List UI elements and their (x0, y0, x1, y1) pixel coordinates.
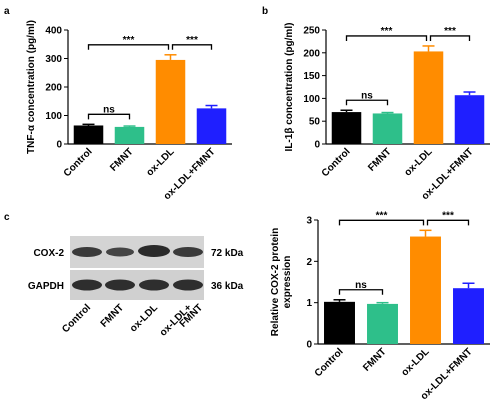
blot-row-label: GAPDH (28, 281, 64, 292)
significance-label: ns (355, 280, 367, 291)
significance-bracket (87, 113, 131, 120)
x-tick-label: FMNT (366, 146, 393, 173)
y-tick-label: 250 (303, 26, 320, 37)
y-tick-label: 3 (306, 216, 312, 227)
bar (410, 236, 441, 344)
y-tick-label: 1 (306, 298, 312, 309)
significance-bracket (87, 44, 170, 50)
x-tick-label: ox-LDL (399, 346, 431, 378)
panel-label: c (4, 212, 10, 223)
significance-label: *** (376, 210, 388, 221)
y-tick-label: 150 (303, 71, 320, 82)
y-tick-label: 200 (45, 83, 62, 94)
y-axis-label: TNF-α concentration (pg/ml) (26, 20, 37, 154)
blot-lane-label: Control (60, 302, 93, 335)
x-tick-label: Control (62, 146, 95, 179)
blot-size-label: 36 kDa (211, 281, 244, 292)
bar (155, 59, 186, 144)
bar (196, 108, 227, 144)
bar (324, 301, 355, 344)
significance-label: *** (444, 26, 456, 37)
y-axis-label: Relative COX-2 protein (270, 228, 281, 336)
significance-bracket (338, 289, 384, 295)
blot-size-label: 72 kDa (211, 248, 244, 259)
y-tick-label: 100 (303, 94, 320, 105)
significance-label: *** (381, 26, 393, 37)
y-tick-label: 300 (45, 54, 62, 65)
bar (454, 95, 485, 144)
x-tick-label: ox-LDL (402, 146, 434, 178)
blot-image (70, 236, 204, 300)
blot-lane-label: FMNT (99, 302, 126, 329)
significance-label: ns (103, 104, 115, 115)
x-tick-label: ox-LDL (144, 146, 176, 178)
y-tick-label: 400 (45, 26, 62, 37)
bar (331, 112, 362, 144)
bar (114, 126, 145, 144)
bar (372, 113, 403, 144)
bar (73, 125, 104, 144)
significance-label: ns (361, 90, 373, 101)
x-tick-label: Control (320, 146, 353, 179)
y-axis-label: IL-1β concentration (pg/ml) (284, 23, 295, 152)
bar (413, 51, 444, 144)
x-tick-label: FMNT (361, 346, 388, 373)
y-tick-label: 0 (306, 340, 312, 351)
blot-row-label: COX-2 (33, 248, 64, 259)
y-axis-label: expression (282, 256, 293, 309)
y-tick-label: 100 (45, 111, 62, 122)
y-tick-label: 0 (56, 140, 62, 151)
significance-bracket (345, 35, 428, 41)
significance-label: *** (123, 35, 135, 46)
panel-label: b (262, 6, 268, 17)
significance-label: *** (442, 210, 454, 221)
y-tick-label: 2 (306, 257, 312, 268)
significance-bracket (171, 44, 213, 50)
y-tick-label: 50 (309, 117, 321, 128)
significance-bracket (429, 35, 471, 41)
blot-lane-label: ox-LDL (128, 302, 160, 334)
y-tick-label: 0 (314, 140, 320, 151)
x-tick-label: Control (313, 346, 346, 379)
significance-bracket (426, 219, 470, 226)
bar (453, 288, 484, 344)
significance-label: *** (186, 35, 198, 46)
y-tick-label: 200 (303, 48, 320, 59)
x-tick-label: FMNT (108, 146, 135, 173)
bar (367, 303, 398, 344)
significance-bracket (345, 99, 389, 106)
significance-bracket (338, 219, 425, 226)
panel-label: a (4, 6, 10, 17)
